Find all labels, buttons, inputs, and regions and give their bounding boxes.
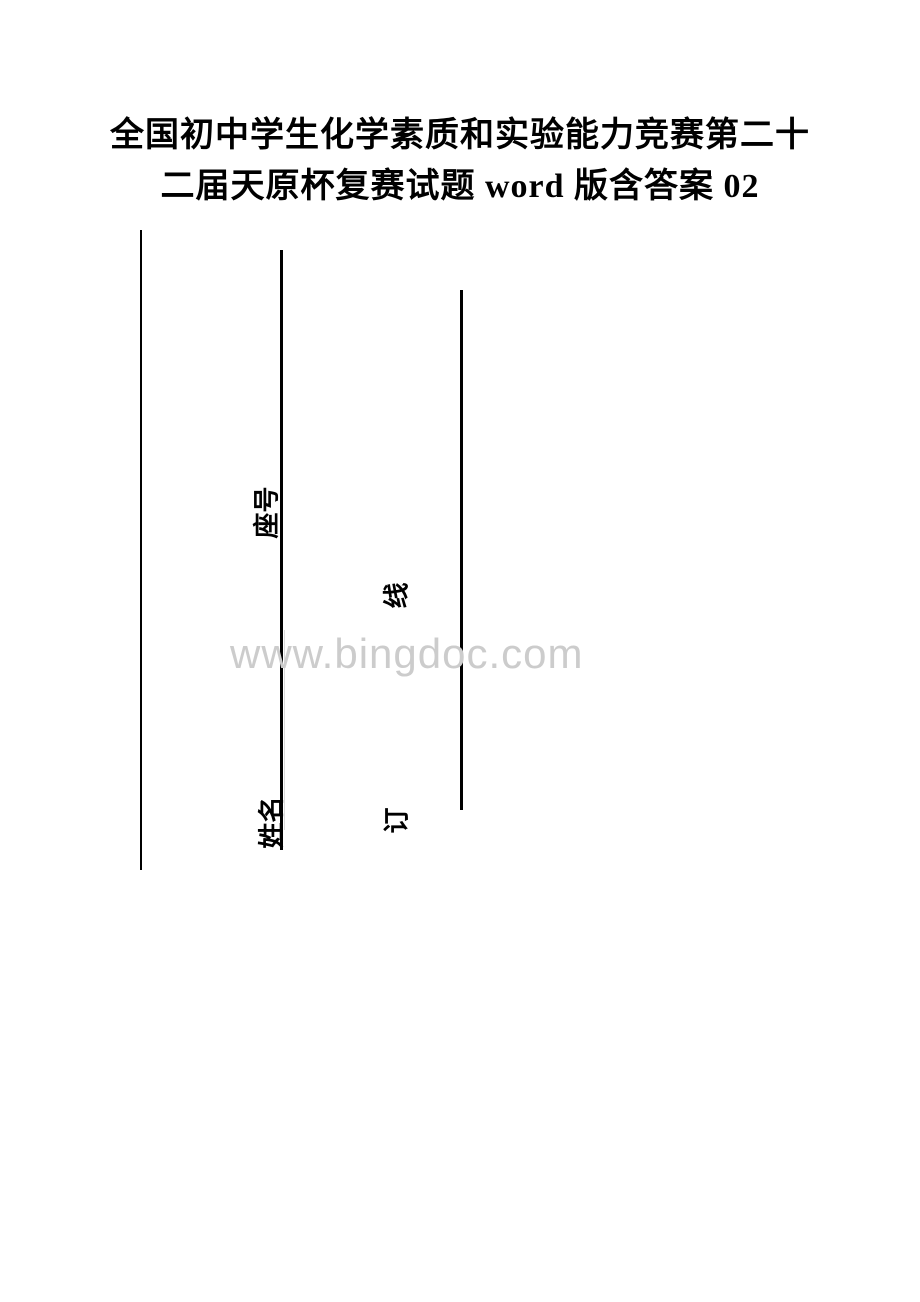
label-staple-line: 订 bbox=[377, 807, 414, 833]
label-name: 姓名 bbox=[252, 796, 289, 848]
vertical-rule-left bbox=[140, 230, 142, 870]
vertical-rule-middle bbox=[280, 250, 283, 850]
vertical-rule-right bbox=[460, 290, 463, 810]
title-line-2: 二届天原杯复赛试题 word 版含答案 02 bbox=[80, 161, 840, 212]
document-title: 全国初中学生化学素质和实验能力竞赛第二十 二届天原杯复赛试题 word 版含答案… bbox=[80, 110, 840, 212]
label-seal-line: 线 bbox=[377, 582, 414, 608]
watermark-text: www.bingdoc.com bbox=[230, 630, 583, 678]
title-line-1: 全国初中学生化学素质和实验能力竞赛第二十 bbox=[80, 110, 840, 161]
label-seat-number: 座号 bbox=[247, 486, 284, 538]
binding-margin-figure: 座号 姓名 线 订 bbox=[140, 230, 500, 870]
